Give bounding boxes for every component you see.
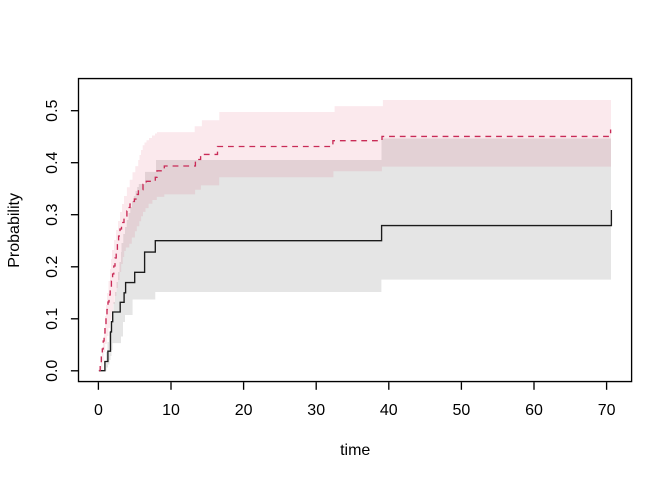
svg-text:0: 0 bbox=[94, 402, 103, 419]
svg-text:0.0: 0.0 bbox=[44, 360, 61, 382]
svg-text:0.5: 0.5 bbox=[44, 99, 61, 121]
svg-text:10: 10 bbox=[162, 402, 180, 419]
svg-text:0.4: 0.4 bbox=[44, 151, 61, 173]
svg-text:50: 50 bbox=[453, 402, 471, 419]
svg-text:20: 20 bbox=[235, 402, 253, 419]
svg-text:time: time bbox=[340, 442, 370, 459]
svg-text:0.3: 0.3 bbox=[44, 203, 61, 225]
svg-text:70: 70 bbox=[598, 402, 616, 419]
svg-text:60: 60 bbox=[525, 402, 543, 419]
svg-text:30: 30 bbox=[307, 402, 325, 419]
svg-text:0.1: 0.1 bbox=[44, 308, 61, 330]
svg-text:0.2: 0.2 bbox=[44, 256, 61, 278]
svg-text:40: 40 bbox=[380, 402, 398, 419]
svg-text:Probability: Probability bbox=[6, 193, 23, 268]
